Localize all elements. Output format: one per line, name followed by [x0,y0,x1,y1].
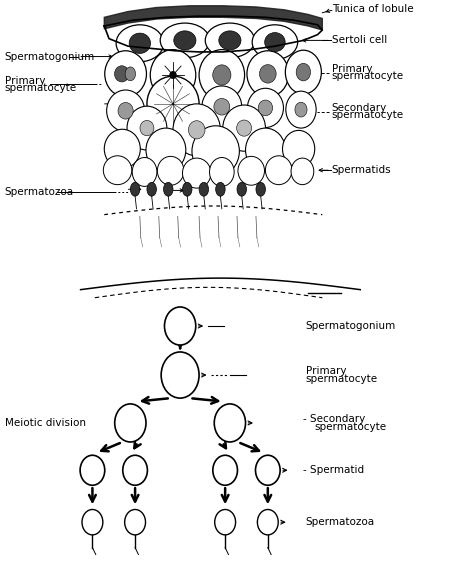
Ellipse shape [202,86,242,128]
Text: Spermatozoa: Spermatozoa [5,186,74,197]
Ellipse shape [237,120,252,136]
Ellipse shape [252,25,298,59]
Ellipse shape [285,50,321,94]
Ellipse shape [164,182,173,196]
Text: Primary: Primary [306,366,346,376]
Ellipse shape [188,121,205,139]
Text: Spermatozoa: Spermatozoa [306,517,375,527]
Ellipse shape [150,50,196,100]
Ellipse shape [174,31,196,50]
Text: Meiotic division: Meiotic division [5,418,86,428]
Circle shape [214,404,246,442]
Ellipse shape [103,156,132,185]
Ellipse shape [146,128,186,172]
Ellipse shape [264,33,285,51]
Circle shape [215,509,236,535]
Ellipse shape [104,129,140,168]
Text: Primary: Primary [5,76,45,86]
Ellipse shape [256,182,265,196]
Circle shape [80,455,105,485]
Ellipse shape [199,50,245,100]
Text: Spermatogonium: Spermatogonium [306,321,396,331]
Ellipse shape [259,65,276,83]
Ellipse shape [129,33,150,54]
Ellipse shape [160,23,210,58]
Ellipse shape [286,91,316,128]
Ellipse shape [182,158,211,188]
Circle shape [123,455,147,485]
Text: Sertoli cell: Sertoli cell [332,35,387,46]
Ellipse shape [237,182,246,196]
Ellipse shape [173,104,220,156]
Ellipse shape [105,51,146,97]
Circle shape [125,509,146,535]
Ellipse shape [214,99,230,115]
Ellipse shape [157,156,184,185]
Ellipse shape [258,100,273,116]
Ellipse shape [182,182,192,196]
Ellipse shape [140,121,154,136]
Text: Spermatogonium: Spermatogonium [5,51,95,62]
Ellipse shape [210,158,234,186]
Text: - Spermatid: - Spermatid [303,465,365,475]
Ellipse shape [213,65,231,85]
Ellipse shape [238,156,264,185]
Ellipse shape [107,90,145,132]
Ellipse shape [219,31,241,50]
Text: spermatocyte: spermatocyte [306,374,378,384]
Ellipse shape [283,130,315,167]
Polygon shape [104,6,322,30]
Circle shape [115,404,146,442]
Ellipse shape [247,51,289,97]
Text: spermatocyte: spermatocyte [5,83,77,93]
Text: Secondary: Secondary [332,103,387,114]
Ellipse shape [199,182,209,196]
Ellipse shape [296,63,310,81]
Ellipse shape [192,126,239,177]
Ellipse shape [115,66,129,82]
Ellipse shape [147,182,156,196]
Ellipse shape [127,106,167,150]
Text: - Secondary: - Secondary [303,414,365,424]
Circle shape [161,352,199,398]
Circle shape [257,509,278,535]
Ellipse shape [223,105,265,151]
Ellipse shape [125,67,136,81]
Circle shape [255,455,280,485]
Ellipse shape [265,156,292,185]
Text: spermatocyte: spermatocyte [332,110,404,121]
Circle shape [164,307,196,345]
Ellipse shape [130,182,140,196]
Text: spermatocyte: spermatocyte [314,422,386,432]
Ellipse shape [205,23,255,58]
Ellipse shape [246,128,285,172]
Ellipse shape [216,182,225,196]
Ellipse shape [118,103,133,119]
Text: Primary: Primary [332,64,372,74]
Ellipse shape [116,25,164,62]
Text: Tunica of lobule: Tunica of lobule [332,3,413,14]
Ellipse shape [132,158,157,186]
Ellipse shape [247,88,283,128]
Circle shape [82,509,103,535]
Ellipse shape [295,102,307,117]
Ellipse shape [291,158,314,185]
Circle shape [213,455,237,485]
Ellipse shape [147,76,199,132]
Text: Spermatids: Spermatids [332,165,392,175]
Text: spermatocyte: spermatocyte [332,71,404,81]
Ellipse shape [170,71,176,79]
